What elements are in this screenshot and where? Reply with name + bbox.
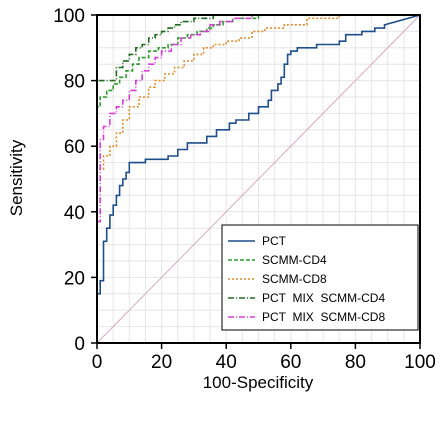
y-tick-label: 20 (64, 268, 85, 289)
x-tick-label: 100 (404, 352, 436, 373)
x-tick-label: 80 (345, 352, 366, 373)
y-axis-title: Sensitivity (7, 139, 26, 216)
y-tick-label: 100 (53, 6, 85, 27)
y-tick-label: 40 (64, 203, 85, 224)
y-tick-label: 80 (64, 72, 85, 93)
legend-items: PCT SCMM-CD4 SCMM-CD8 PCT MIX SCMM-CD4 PCT M… (228, 234, 385, 324)
legend-label-4: PCT MIX SCMM-CD8 (262, 310, 385, 324)
x-tick-label: 60 (280, 352, 301, 373)
x-tick-label: 40 (216, 352, 237, 373)
series-line-2 (96, 14, 420, 343)
legend-label-1: SCMM-CD4 (262, 253, 327, 267)
y-tick-label: 0 (74, 334, 85, 355)
series-lines (96, 14, 421, 343)
x-tick-label: 20 (151, 352, 172, 373)
series-line-3 (96, 14, 420, 343)
x-axis-title: 100-Specificity (203, 373, 314, 392)
legend-label-0: PCT (262, 234, 287, 248)
x-tick-label: 0 (92, 352, 103, 373)
plot-frame (96, 14, 421, 344)
legend: PCT SCMM-CD4 SCMM-CD8 PCT MIX SCMM-CD4 PCT M… (221, 224, 419, 331)
legend-label-2: SCMM-CD8 (262, 272, 327, 286)
y-tick-label: 60 (64, 137, 85, 158)
legend-box (221, 224, 419, 331)
reference-line (96, 14, 421, 344)
legend-label-3: PCT MIX SCMM-CD4 (262, 291, 385, 305)
series-line-0 (96, 14, 421, 343)
reference-diagonal (96, 14, 421, 344)
axis-ticks: 00 20 20 40 40 60 60 80 80 100 100 (53, 6, 436, 373)
series-line-4 (96, 14, 420, 343)
